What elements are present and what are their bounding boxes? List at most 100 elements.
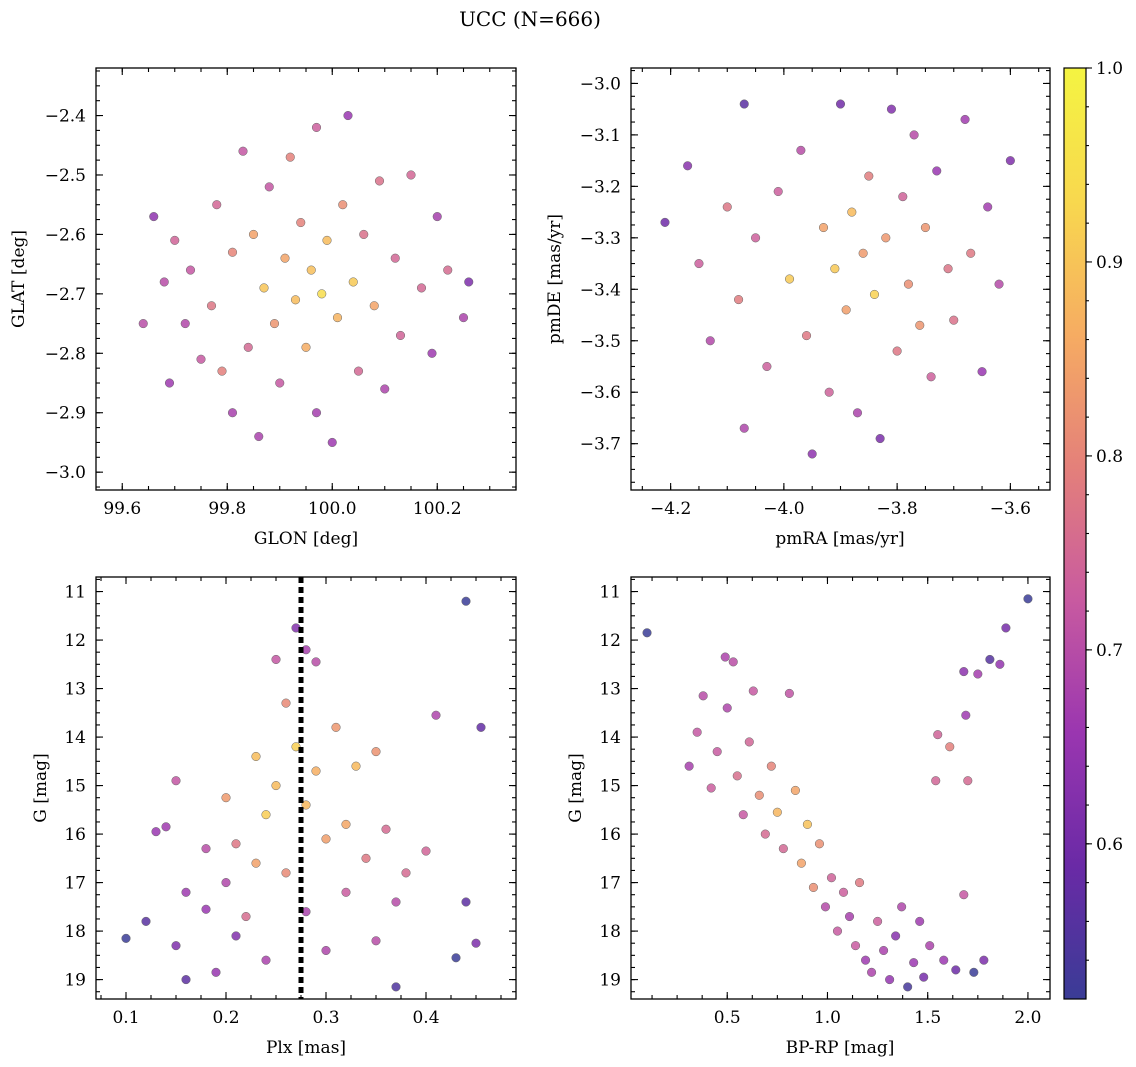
scatter-point xyxy=(979,955,989,965)
scatter-point xyxy=(416,283,427,293)
y-tick-label: 19 xyxy=(64,971,86,991)
scatter-point xyxy=(706,783,716,793)
scatter-point xyxy=(369,301,379,311)
panel-proper-motion: −4.2 −4.0 −3.8 −3.6 −3.0−3.1−3.2−3.3−3.4−3.… xyxy=(545,67,1051,549)
scatter-point xyxy=(311,766,321,776)
x-tick-label: −4.2 xyxy=(650,499,691,519)
scatter-point xyxy=(861,955,871,965)
scatter-point xyxy=(844,911,855,922)
scatter-point xyxy=(994,279,1004,289)
scatter-point xyxy=(852,408,863,418)
scatter-point xyxy=(271,781,281,791)
y-tick-label: 11 xyxy=(64,583,86,603)
scatter-point xyxy=(694,259,704,269)
scatter-point xyxy=(684,761,694,771)
scatter-point xyxy=(807,449,817,459)
scatter-point xyxy=(406,170,416,180)
y-axis-label: G [mag] xyxy=(31,753,51,822)
scatter-point xyxy=(343,110,353,121)
scatter-point xyxy=(348,277,358,287)
scatter-point xyxy=(121,933,131,943)
scatter-point xyxy=(772,807,782,817)
scatter-point xyxy=(251,751,261,762)
scatter-point xyxy=(261,955,271,965)
y-tick-label: 15 xyxy=(64,777,86,797)
scatter-point xyxy=(885,975,895,985)
y-tick-label: −3.0 xyxy=(580,74,621,94)
scatter-point xyxy=(341,819,351,829)
y-axis-label: GLAT [deg] xyxy=(9,230,29,328)
scatter-point xyxy=(458,313,469,323)
scatter-point xyxy=(1005,156,1015,166)
scatter-point xyxy=(327,437,337,448)
scatter-point xyxy=(243,342,253,352)
scatter-point xyxy=(960,114,970,125)
scatter-point xyxy=(961,710,971,720)
scatter-point xyxy=(264,182,274,192)
y-tick-label: −3.6 xyxy=(580,383,621,403)
scatter-point xyxy=(159,277,169,287)
scatter-point xyxy=(259,283,269,293)
scatter-point xyxy=(374,176,385,186)
y-tick-label: −2.9 xyxy=(45,404,86,424)
scatter-point xyxy=(217,366,227,376)
scatter-point xyxy=(892,346,902,356)
x-axis-ticks: 0.5 1.0 1.5 2.0 xyxy=(651,577,1041,1028)
scatter-point xyxy=(361,853,371,863)
scatter-point xyxy=(802,819,812,829)
scatter-point xyxy=(280,253,290,263)
scatter-point xyxy=(321,834,331,844)
scatter-point xyxy=(281,698,291,708)
y-axis-label: G [mag] xyxy=(566,753,586,822)
scatter-point xyxy=(221,878,231,888)
y-axis-ticks: 11 12 13 14 15 16 17 18 19 xyxy=(599,578,1050,993)
scatter-points xyxy=(121,577,486,999)
scatter-point xyxy=(909,958,919,968)
scatter-point xyxy=(832,926,843,936)
scatter-point xyxy=(973,669,983,679)
scatter-point xyxy=(762,361,772,372)
y-tick-label: 13 xyxy=(599,680,621,700)
scatter-point xyxy=(903,982,913,992)
scatter-point xyxy=(969,967,979,977)
scatter-point xyxy=(171,941,181,951)
panel-frame xyxy=(630,576,1051,1000)
scatter-point xyxy=(461,897,471,907)
scatter-point xyxy=(873,916,883,926)
scatter-point xyxy=(778,844,788,854)
scatter-point xyxy=(744,737,754,747)
scatter-point xyxy=(760,829,770,839)
scatter-point xyxy=(824,387,834,397)
scatter-point xyxy=(317,289,327,299)
scatter-point xyxy=(380,384,390,394)
scatter-point xyxy=(698,691,708,701)
scatter-point xyxy=(451,953,461,963)
x-tick-label: 0.1 xyxy=(112,1008,139,1028)
scatter-point xyxy=(351,761,361,771)
scatter-point xyxy=(141,916,151,926)
scatter-point xyxy=(371,747,381,757)
scatter-point xyxy=(371,936,381,946)
scatter-point xyxy=(959,890,969,900)
scatter-point xyxy=(983,202,993,212)
scatter-point xyxy=(391,982,401,992)
y-tick-label: −2.7 xyxy=(45,285,86,305)
scatter-point xyxy=(1001,623,1011,633)
y-tick-label: 15 xyxy=(599,777,621,797)
scatter-point xyxy=(431,710,441,720)
x-tick-label: 100.2 xyxy=(413,499,462,519)
x-tick-label: 0.5 xyxy=(714,1008,741,1028)
panel-parallax-magnitude: 0.1 0.2 0.3 0.4 11 12 13 14 15 16 17 18 19 Plx [mas… xyxy=(31,576,517,1058)
scatter-point xyxy=(660,217,670,227)
scatter-point xyxy=(720,652,730,662)
scatter-point xyxy=(784,688,794,698)
scatter-point xyxy=(722,202,732,212)
scatter-point xyxy=(985,654,995,665)
scatter-point xyxy=(826,873,837,883)
scatter-point xyxy=(181,975,191,985)
x-axis-ticks: −4.2 −4.0 −3.8 −3.6 xyxy=(641,68,1040,519)
y-tick-label: −2.6 xyxy=(45,225,86,245)
colorbar-tick-label: 0.7 xyxy=(1096,641,1123,661)
y-tick-label: 13 xyxy=(64,680,86,700)
scatter-point xyxy=(808,882,818,892)
